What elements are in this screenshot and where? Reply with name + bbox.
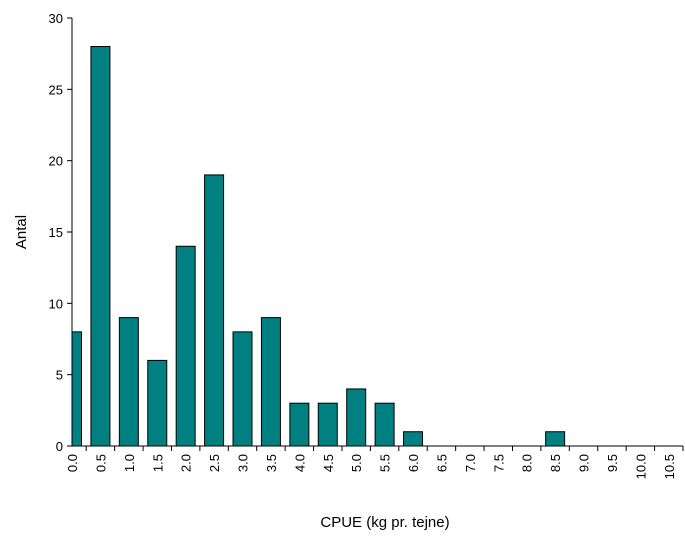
bar-6.0 — [403, 431, 424, 447]
x-tick-label: 7.5 — [491, 454, 506, 472]
bar-4.5 — [317, 402, 338, 447]
y-ticks-group: 0 5 10 15 20 25 30 — [49, 11, 72, 454]
bar-0.5 — [90, 46, 111, 447]
bar-3.5 — [260, 317, 281, 447]
y-tick-label: 25 — [49, 82, 63, 97]
bar-5.0 — [346, 388, 367, 447]
bar-0.0 — [71, 331, 82, 447]
x-axis-title: CPUE (kg pr. tejne) — [320, 514, 449, 531]
y-tick-label: 20 — [49, 154, 63, 169]
x-tick-label: 2.0 — [179, 454, 194, 472]
x-tick-label: 10.5 — [662, 454, 677, 479]
x-tick-label: 5.0 — [349, 454, 364, 472]
x-tick-label: 8.5 — [548, 454, 563, 472]
x-tick-label: 6.0 — [406, 454, 421, 472]
bar-5.5 — [374, 402, 395, 447]
bar-1.0 — [118, 317, 139, 447]
bar-2.5 — [204, 174, 225, 447]
x-tick-label: 6.5 — [434, 454, 449, 472]
y-tick-label: 30 — [49, 11, 63, 26]
bar-2.0 — [175, 245, 196, 447]
x-tick-label: 9.0 — [577, 454, 592, 472]
x-tick-label: 1.0 — [122, 454, 137, 472]
x-tick-label: 2.5 — [207, 454, 222, 472]
bar-4.0 — [289, 402, 310, 447]
y-tick-label: 10 — [49, 296, 63, 311]
x-tick-label: 9.5 — [605, 454, 620, 472]
x-tick-label: 1.5 — [150, 454, 165, 472]
x-tick-label: 4.0 — [292, 454, 307, 472]
y-tick-label: 15 — [49, 225, 63, 240]
x-tick-label: 3.5 — [264, 454, 279, 472]
bar-1.5 — [147, 359, 168, 447]
y-tick-label: 0 — [56, 439, 63, 454]
x-tick-label: 8.0 — [520, 454, 535, 472]
x-tick-label: 0.0 — [65, 454, 80, 472]
y-axis-title: Antal — [13, 215, 30, 249]
x-tick-label: 3.0 — [236, 454, 251, 472]
bars-group — [71, 46, 566, 447]
x-tick-label: 0.5 — [93, 454, 108, 472]
x-ticks-group: 0.0 0.5 1.0 1.5 2.0 2.5 3.0 3.5 4.0 4.5 5.0 5.5 6.0 6… — [65, 446, 684, 479]
x-tick-label: 7.0 — [463, 454, 478, 472]
bar-3.0 — [232, 331, 253, 447]
y-tick-label: 5 — [56, 368, 63, 383]
bar-8.5 — [545, 431, 566, 447]
x-tick-label: 4.5 — [321, 454, 336, 472]
x-tick-label: 10.0 — [633, 454, 648, 479]
x-tick-label: 5.5 — [378, 454, 393, 472]
